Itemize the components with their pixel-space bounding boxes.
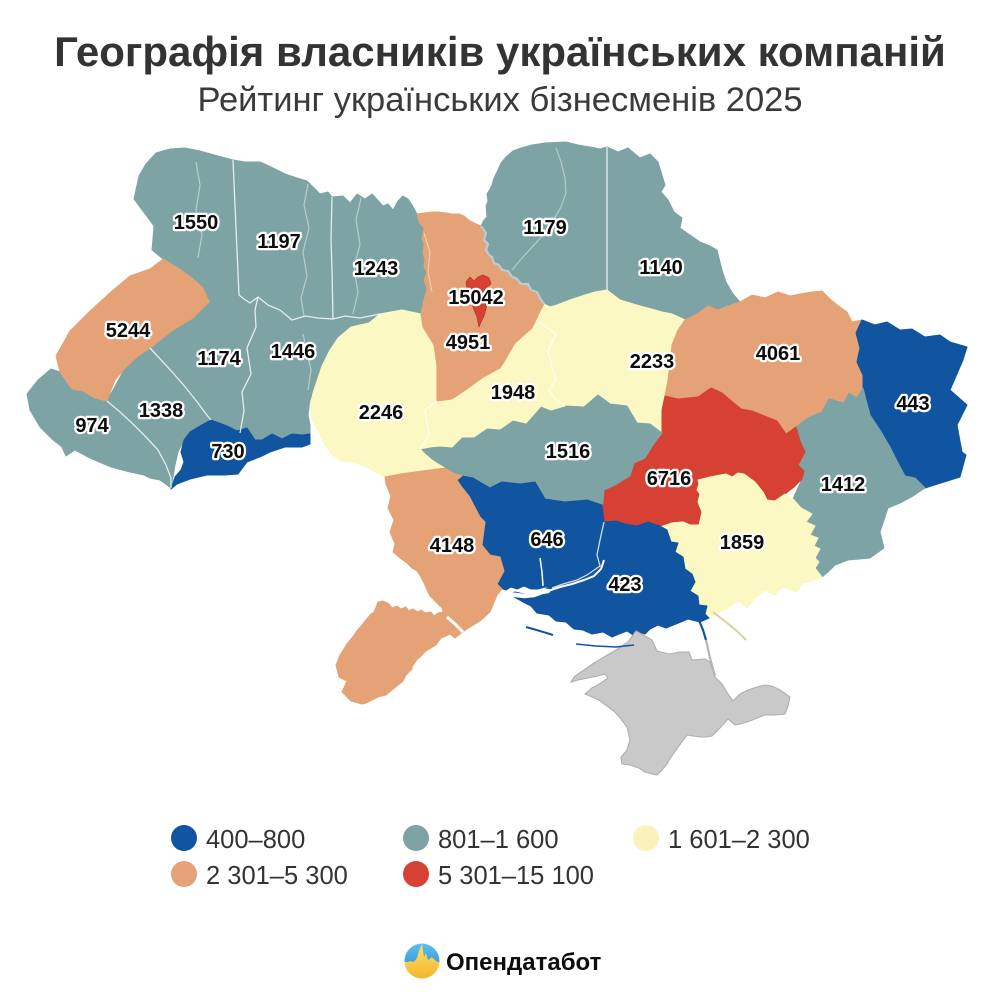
svg-text:1412: 1412 <box>821 474 866 496</box>
svg-text:1948: 1948 <box>491 382 536 404</box>
svg-text:646: 646 <box>530 529 563 551</box>
svg-text:400–800: 400–800 <box>206 826 305 854</box>
svg-text:5244: 5244 <box>106 320 151 342</box>
svg-text:1179: 1179 <box>523 217 566 239</box>
svg-text:1174: 1174 <box>197 348 241 370</box>
svg-text:1859: 1859 <box>720 532 765 554</box>
svg-text:4148: 4148 <box>430 535 475 557</box>
svg-text:Опендатабот: Опендатабот <box>446 949 602 976</box>
svg-text:1243: 1243 <box>354 258 399 280</box>
svg-text:1550: 1550 <box>174 212 219 234</box>
svg-text:1338: 1338 <box>139 400 184 422</box>
svg-text:1140: 1140 <box>639 257 682 279</box>
svg-text:Рейтинг українських бізнесмені: Рейтинг українських бізнесменів 2025 <box>197 81 802 119</box>
svg-text:2246: 2246 <box>359 402 404 424</box>
svg-text:443: 443 <box>896 393 929 415</box>
svg-text:5 301–15 100: 5 301–15 100 <box>438 862 594 890</box>
svg-text:1516: 1516 <box>546 441 591 463</box>
svg-text:4061: 4061 <box>756 343 801 365</box>
svg-text:730: 730 <box>211 441 244 463</box>
svg-text:2233: 2233 <box>630 351 675 373</box>
svg-text:2 301–5 300: 2 301–5 300 <box>206 862 348 890</box>
svg-text:801–1 600: 801–1 600 <box>438 826 559 854</box>
svg-text:6716: 6716 <box>647 468 692 490</box>
svg-text:4951: 4951 <box>446 332 491 354</box>
svg-text:1446: 1446 <box>271 341 316 363</box>
svg-text:974: 974 <box>75 415 109 437</box>
svg-text:1 601–2 300: 1 601–2 300 <box>668 826 810 854</box>
svg-text:15042: 15042 <box>448 287 504 309</box>
svg-text:423: 423 <box>608 574 641 596</box>
svg-text:1197: 1197 <box>257 231 300 253</box>
svg-text:Географія власників українськи: Географія власників українських компаній <box>54 28 946 75</box>
